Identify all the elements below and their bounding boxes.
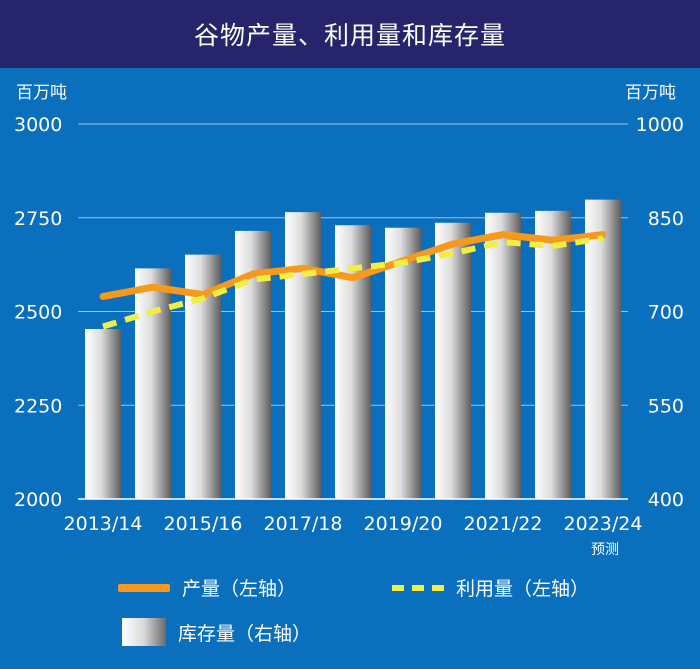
left-tick-label: 2500	[14, 302, 62, 324]
legend-label-production: 产量（左轴）	[182, 578, 297, 600]
right-tick-label: 400	[648, 489, 684, 511]
x-tick-label: 2021/22	[464, 513, 543, 535]
legend-swatch-production	[118, 583, 170, 592]
x-tick-label: 2019/20	[364, 513, 443, 535]
stock-bar	[585, 199, 621, 499]
stock-bar	[385, 227, 421, 499]
x-tick-label: 2023/24	[564, 513, 643, 535]
stock-bar	[285, 212, 321, 499]
left-axis-unit: 百万吨	[16, 83, 67, 103]
forecast-label: 预测	[591, 542, 619, 558]
right-axis-unit: 百万吨	[625, 83, 676, 103]
legend-label-utilization: 利用量（左轴）	[456, 578, 590, 600]
chart-title: 谷物产量、利用量和库存量	[193, 21, 506, 50]
stock-bar	[85, 329, 121, 499]
left-tick-label: 2000	[14, 489, 62, 511]
legend-item-utilization: 利用量（左轴）	[392, 574, 589, 601]
legend-swatch-stocks	[122, 618, 166, 646]
legend-item-stocks: 库存量（右轴）	[122, 618, 311, 646]
right-tick-label: 1000	[636, 114, 684, 136]
title-bar: 谷物产量、利用量和库存量	[0, 0, 700, 68]
left-tick-label: 2750	[14, 208, 62, 230]
x-tick-label: 2013/14	[64, 513, 143, 535]
stock-bar	[435, 222, 471, 499]
left-tick-label: 2250	[14, 395, 62, 417]
legend-swatch-utilization	[392, 584, 444, 591]
right-tick-label: 550	[648, 395, 684, 417]
legend-label-stocks: 库存量（右轴）	[178, 622, 312, 645]
production-line	[99, 231, 607, 300]
left-tick-label: 3000	[14, 114, 62, 136]
x-tick-label: 2015/16	[164, 513, 243, 535]
legend-item-production: 产量（左轴）	[118, 574, 296, 601]
right-tick-label: 850	[648, 208, 684, 230]
stock-bar	[135, 268, 171, 499]
stock-bar	[485, 212, 521, 499]
stock-bar	[535, 210, 571, 499]
x-tick-label: 2017/18	[264, 513, 343, 535]
right-tick-label: 700	[648, 302, 684, 324]
utilization-line	[102, 235, 604, 330]
